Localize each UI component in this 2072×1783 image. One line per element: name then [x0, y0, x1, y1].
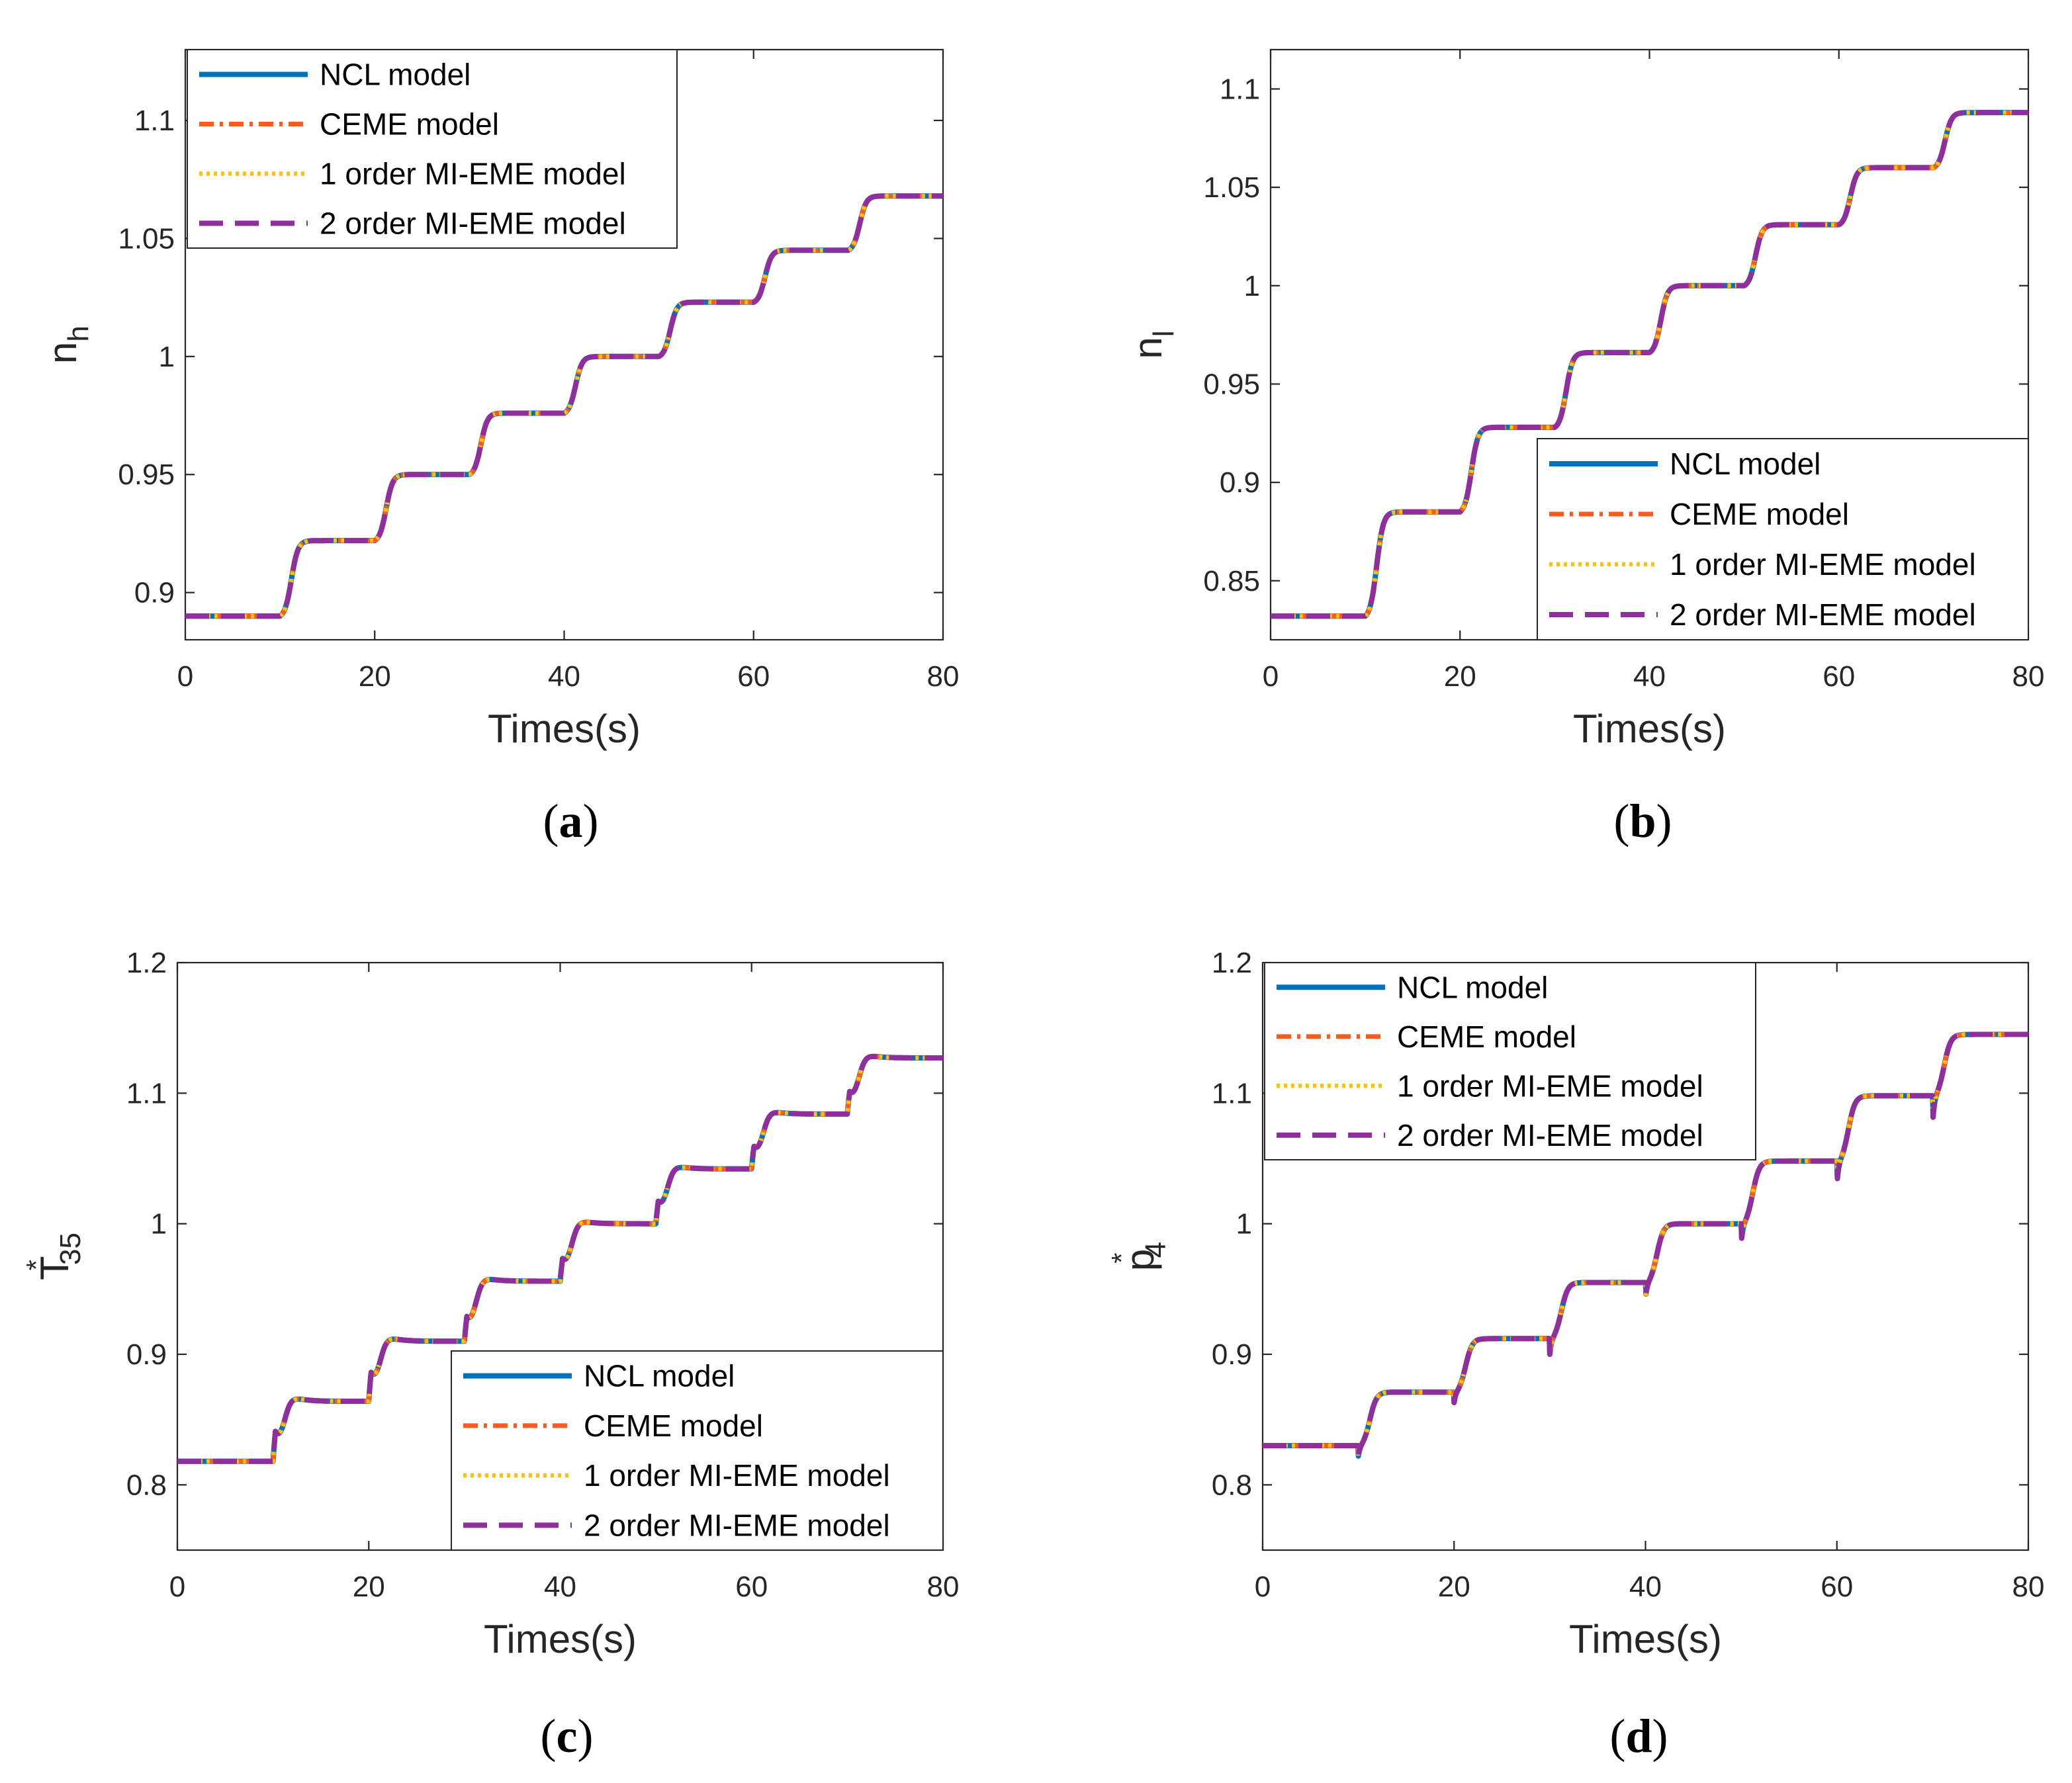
x-tick-label: 60: [737, 660, 770, 693]
x-tick-label: 40: [1633, 660, 1666, 693]
legend: NCL model CEME model 1 order MI-EME model 2…: [1264, 962, 1756, 1160]
y-tick-label: 0.9: [126, 1338, 167, 1371]
legend-label: 2 order MI-EME model: [320, 206, 626, 241]
x-tick-label: 20: [1444, 660, 1476, 693]
y-tick-label: 1: [151, 1208, 167, 1240]
series-mi1-line: [175, 1054, 945, 1464]
legend-label: 2 order MI-EME model: [1397, 1118, 1703, 1152]
y-tick-label: 0.9: [1220, 466, 1260, 499]
x-tick-label: 40: [548, 660, 580, 693]
legend-label: CEME model: [1670, 497, 1849, 531]
y-tick-label: 1.1: [1212, 1077, 1252, 1109]
x-axis-label: Times(s): [1569, 1617, 1722, 1661]
legend-box: [1264, 962, 1756, 1160]
y-tick-label: 0.95: [1203, 368, 1260, 400]
legend-label: 2 order MI-EME model: [1670, 597, 1976, 632]
x-tick-label: 80: [2012, 1571, 2045, 1603]
y-tick-label: 1.1: [1220, 73, 1260, 105]
y-tick-label: 1.2: [126, 947, 167, 979]
series-mi2-line: [175, 1053, 946, 1464]
x-tick-label: 60: [1823, 660, 1855, 693]
y-tick-label: 0.8: [1212, 1469, 1252, 1501]
series-mi2-line: [183, 193, 946, 619]
x-tick-label: 40: [1629, 1571, 1662, 1603]
panel-caption: (c): [541, 1710, 594, 1762]
x-axis-label: Times(s): [1573, 707, 1726, 751]
y-tick-label: 0.95: [118, 458, 175, 491]
x-axis-label: Times(s): [488, 707, 641, 751]
x-tick-label: 20: [1438, 1571, 1470, 1603]
y-axis-label-main: p: [1118, 1249, 1162, 1271]
legend-label: NCL model: [1397, 970, 1548, 1004]
series-mi1-line: [1269, 110, 2030, 619]
y-tick-label: 0.9: [134, 577, 175, 609]
legend-label: NCL model: [584, 1359, 735, 1393]
y-axis-label-sup: *: [1106, 1252, 1137, 1263]
x-tick-label: 40: [544, 1571, 576, 1603]
x-axis-label: Times(s): [484, 1617, 637, 1661]
y-tick-label: 0.85: [1203, 565, 1260, 597]
chart-panel-b: 0 20 40 60 80 0.85 0.9 0.95 1 1.05 1.1 Times(s) nl NC…: [1126, 48, 2045, 848]
y-axis-label: p*4: [1106, 1242, 1172, 1271]
x-tick-label: 80: [2012, 660, 2045, 693]
y-tick-label: 1.1: [126, 1077, 167, 1109]
legend-label: 1 order MI-EME model: [320, 157, 626, 191]
x-tick-label: 0: [1255, 1571, 1271, 1603]
legend: NCL model CEME model 1 order MI-EME model 2…: [1537, 438, 2029, 640]
y-axis-label-main: T: [32, 1256, 77, 1280]
y-tick-label: 1.2: [1212, 947, 1252, 979]
x-tick-label: 60: [735, 1571, 768, 1603]
y-tick-label: 0.8: [126, 1469, 167, 1501]
y-axis-label-main: n: [1126, 337, 1170, 359]
y-axis-label: T*35: [21, 1233, 87, 1280]
x-tick-label: 0: [1263, 660, 1279, 693]
legend-label: 1 order MI-EME model: [584, 1458, 890, 1493]
legend: NCL model CEME model 1 order MI-EME model 2…: [451, 1350, 944, 1551]
y-tick-label: 1: [1236, 1208, 1252, 1240]
panel-caption: (d): [1609, 1710, 1668, 1762]
y-tick-label: 1.05: [1203, 171, 1260, 204]
series-mi2-line: [1260, 1031, 2031, 1459]
x-tick-label: 0: [169, 1571, 185, 1603]
x-tick-label: 80: [927, 660, 960, 693]
y-axis-label-sub: 4: [1140, 1242, 1172, 1258]
legend-box: [187, 49, 678, 249]
legend-label: CEME model: [320, 107, 499, 142]
y-tick-label: 1: [1244, 270, 1260, 302]
panel-caption: (a): [543, 795, 599, 848]
legend: NCL model CEME model 1 order MI-EME model 2…: [187, 49, 678, 249]
series-mi2-line: [1268, 110, 2031, 619]
x-tick-label: 80: [927, 1571, 960, 1603]
chart-panel-a: 0 20 40 60 80 0.9 0.95 1 1.05 1.1 Times(s) nh NCL mo…: [40, 48, 960, 848]
legend-label: 1 order MI-EME model: [1670, 547, 1976, 582]
legend-label: CEME model: [584, 1409, 763, 1443]
x-tick-label: 20: [359, 660, 391, 693]
legend-label: NCL model: [1670, 447, 1821, 481]
y-axis-label-sup: *: [21, 1260, 52, 1270]
chart-panel-d: 0 20 40 60 80 0.8 0.9 1 1.1 1.2 Times(s) p*4 NCL mod…: [1106, 947, 2044, 1762]
legend-label: 1 order MI-EME model: [1397, 1068, 1703, 1103]
legend-label: NCL model: [320, 58, 471, 92]
y-tick-label: 1.05: [118, 222, 175, 255]
chart-panel-c: 0 20 40 60 80 0.8 0.9 1 1.1 1.2 Times(s) T*35 NCL mo…: [21, 947, 959, 1762]
panel-caption: (b): [1613, 795, 1672, 848]
x-tick-label: 60: [1821, 1571, 1853, 1603]
x-tick-label: 0: [177, 660, 193, 693]
y-axis-label: nh: [40, 326, 95, 364]
legend-label: CEME model: [1397, 1020, 1576, 1054]
legend-box: [1537, 438, 2029, 640]
y-tick-label: 1: [159, 341, 175, 373]
x-tick-label: 20: [353, 1571, 385, 1603]
legend-box: [451, 1350, 944, 1551]
y-axis-label-sub: h: [62, 326, 95, 341]
y-axis-label-sub: l: [1148, 330, 1180, 337]
legend-label: 2 order MI-EME model: [584, 1508, 890, 1542]
y-axis-label-sub: 35: [54, 1233, 87, 1265]
y-axis-label: nl: [1126, 330, 1180, 359]
y-tick-label: 0.9: [1212, 1338, 1252, 1371]
y-tick-label: 1.1: [134, 105, 175, 137]
y-axis-label-main: n: [40, 342, 85, 364]
